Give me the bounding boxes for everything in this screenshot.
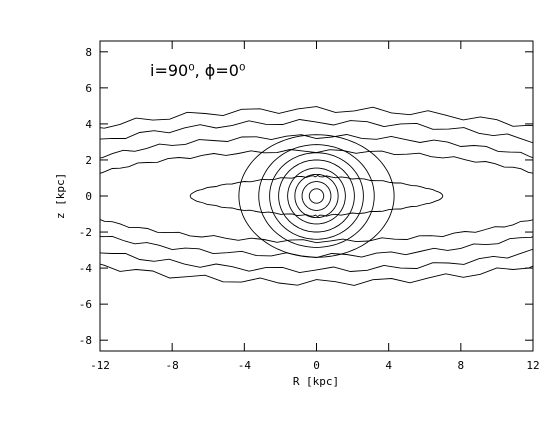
contour-group [100, 106, 533, 286]
x-tick-label: 12 [526, 359, 539, 372]
x-tick-label: 0 [313, 359, 320, 372]
contour-line [100, 149, 533, 244]
x-axis-label: R [kpc] [293, 375, 339, 388]
contour-line [301, 181, 332, 211]
contour-line [294, 173, 339, 219]
contour-line [278, 159, 355, 233]
y-tick-label: -6 [79, 298, 92, 311]
y-tick-label: -4 [79, 262, 93, 275]
y-tick-label: 2 [85, 154, 92, 167]
contour-line [287, 167, 346, 225]
y-tick-label: 4 [85, 118, 92, 131]
plot-frame [99, 40, 534, 352]
contour-line [100, 106, 533, 286]
contour-line [189, 174, 444, 218]
y-axis-label: z [kpc] [54, 173, 67, 219]
contour-line [100, 134, 533, 258]
annotation: i=90⁰, ϕ=0⁰ [150, 61, 245, 80]
x-tick-label: 8 [458, 359, 465, 372]
y-tick-label: 6 [85, 82, 92, 95]
contour-line [269, 152, 364, 240]
y-tick-label: -2 [79, 226, 92, 239]
contour-line [308, 188, 325, 204]
y-tick-label: 0 [85, 190, 92, 203]
contour-line [238, 134, 395, 258]
contour-line [100, 119, 533, 274]
y-tick-label: -8 [79, 334, 92, 347]
x-tick-label: -8 [166, 359, 179, 372]
y-tick-label: 8 [85, 46, 92, 59]
contour-line [258, 144, 375, 248]
x-tick-label: -4 [238, 359, 252, 372]
x-tick-label: 4 [385, 359, 392, 372]
x-tick-label: -12 [90, 359, 110, 372]
